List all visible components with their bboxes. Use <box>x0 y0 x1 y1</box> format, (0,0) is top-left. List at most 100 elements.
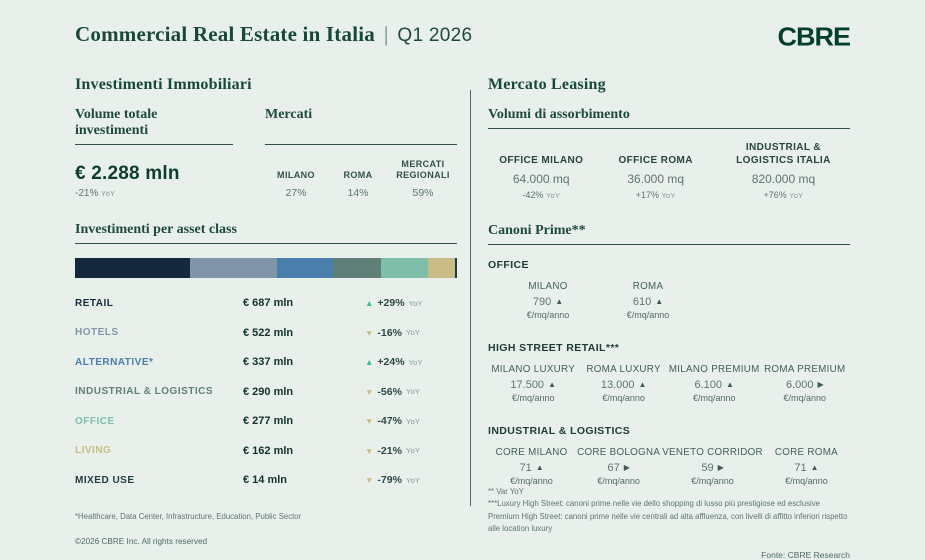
mercati-cell-regionali: MERCATI REGIONALI 59% <box>389 159 457 199</box>
prime-rent-value: 67 ▶ <box>607 462 629 474</box>
bar-segment-office <box>381 257 428 278</box>
absorption-name: INDUSTRIAL & LOGISTICS ITALIA <box>736 142 831 166</box>
prime-rent-number: 17.500 <box>510 379 545 391</box>
asset-row-change: +24% <box>377 356 405 369</box>
yoy-label: YoY <box>405 387 421 397</box>
table-row: RETAIL € 687 mln ▲ +29% YoY <box>75 289 457 319</box>
bar-segment-hotels <box>189 257 277 278</box>
yoy-label: YoY <box>408 298 423 308</box>
prime-rent-unit: €/mq/anno <box>511 393 555 403</box>
prime-rent-name: CORE ROMA <box>774 447 838 458</box>
prime-rent-number: 610 <box>632 296 652 308</box>
prime-rent-item: MILANO LUXURY 17.500 ▲ €/mq/anno <box>488 364 578 403</box>
prime-rent-item: CORE MILANO 71 ▲ €/mq/anno <box>488 447 575 486</box>
prime-rent-unit: €/mq/anno <box>626 310 670 320</box>
trend-down-icon: ▼ <box>365 386 374 397</box>
mercati-cell-roma: ROMA 14% <box>327 159 389 198</box>
table-row: MIXED USE € 14 mln ▼ -79% YoY <box>75 466 457 496</box>
absorption-value: 820.000 mq <box>751 172 816 186</box>
mercati-name: MILANO <box>277 170 315 181</box>
asset-class-subhead: Investimenti per asset class <box>75 222 457 244</box>
prime-rent-value: 6.100 ▲ <box>694 379 733 391</box>
yoy-label: YoY <box>408 357 423 367</box>
footnote-luxury: ***Luxury High Street: canoni prime nell… <box>488 499 820 509</box>
mercati-subhead: Mercati <box>265 107 457 145</box>
prime-rent-number: 6.100 <box>694 379 722 391</box>
volume-stats-row: € 2.288 mln -21% YoY MILANO 27% ROMA 14% <box>75 159 457 199</box>
investments-section-title: Investimenti Immobiliari <box>75 76 252 93</box>
prime-rent-item: CORE ROMA 71 ▲ €/mq/anno <box>763 447 850 486</box>
prime-rent-name: CORE MILANO <box>495 447 568 458</box>
copyright-text: ©2026 CBRE Inc. All rights reserved <box>75 537 208 546</box>
yoy-label: YoY <box>405 446 421 456</box>
yoy-label: YoY <box>101 188 116 198</box>
asset-row-delta: ▼ -16% YoY <box>365 327 457 339</box>
asset-row-change: -16% <box>377 326 402 339</box>
yoy-label: YoY <box>789 191 804 200</box>
prime-rent-item: ROMA LUXURY 13.000 ▲ €/mq/anno <box>578 364 668 403</box>
asset-row-change: -47% <box>377 415 402 428</box>
table-row: INDUSTRIAL & LOGISTICS € 290 mln ▼ -56% Yo… <box>75 377 457 407</box>
asset-row-label: HOTELS <box>75 327 119 339</box>
absorption-change-value: -42% <box>522 190 544 200</box>
absorption-change-value: +76% <box>763 190 787 200</box>
absorption-name: OFFICE ROMA <box>618 155 693 166</box>
prime-rent-unit: €/mq/anno <box>602 393 645 403</box>
trend-flat-icon: ▶ <box>817 380 824 389</box>
bar-segment-alternative <box>276 257 333 278</box>
asset-row-change: -21% <box>377 444 402 457</box>
asset-row-value: € 277 mln <box>243 415 294 428</box>
asset-row-label: LIVING <box>75 445 112 457</box>
trend-up-icon: ▲ <box>810 463 819 472</box>
source-text: Fonte: CBRE Research <box>761 549 850 560</box>
asset-row-delta: ▼ -56% YoY <box>365 386 457 398</box>
prime-rent-unit: €/mq/anno <box>597 476 640 486</box>
volume-subhead: Volume totale investimenti <box>75 107 233 145</box>
title-separator: | <box>383 22 389 46</box>
prime-rent-unit: €/mq/anno <box>510 476 553 486</box>
canoni-il-grid: CORE MILANO 71 ▲ €/mq/anno CORE BOLOGNA 6… <box>488 447 850 486</box>
prime-rent-name: ROMA PREMIUM <box>764 364 846 375</box>
prime-rent-value: 59 ▶ <box>701 462 723 474</box>
prime-rent-name: MILANO LUXURY <box>491 364 576 375</box>
asset-row-label: INDUSTRIAL & LOGISTICS <box>75 386 214 398</box>
table-row: LIVING € 162 mln ▼ -21% YoY <box>75 436 457 466</box>
total-volume-block: € 2.288 mln -21% YoY <box>75 163 233 199</box>
asset-row-value: € 290 mln <box>243 385 294 398</box>
asset-class-table: RETAIL € 687 mln ▲ +29% YoY HOTELS € 522 m… <box>75 289 457 496</box>
absorption-cell-office-roma: OFFICE ROMA 36.000 mq +17% YoY <box>594 141 716 200</box>
footnote-premium: Premium High Street: canoni prime nelle … <box>488 511 848 534</box>
report-header: Commercial Real Estate in Italia | Q1 20… <box>0 0 925 68</box>
leasing-footnotes: ** Var YoY ***Luxury High Street: canoni… <box>488 486 850 536</box>
prime-rent-item: CORE BOLOGNA 67 ▶ €/mq/anno <box>575 447 662 486</box>
prime-rent-item: ROMA 610 ▲ €/mq/anno <box>598 281 698 320</box>
prime-rent-unit: €/mq/anno <box>785 476 828 486</box>
trend-up-icon: ▲ <box>555 297 564 306</box>
bar-segment-living <box>427 257 455 278</box>
investments-subheads: Volume totale investimenti Mercati <box>75 107 457 145</box>
asset-class-stacked-bar <box>75 257 457 278</box>
trend-flat-icon: ▶ <box>717 463 724 472</box>
prime-rent-number: 13.000 <box>600 379 635 391</box>
trend-down-icon: ▼ <box>365 416 374 426</box>
prime-rent-number: 790 <box>532 296 552 308</box>
prime-rent-number: 59 <box>701 462 714 474</box>
canoni-hsr-grid: MILANO LUXURY 17.500 ▲ €/mq/anno ROMA LUX… <box>488 364 850 403</box>
total-investment-change-value: -21% <box>75 187 99 199</box>
trend-up-icon: ▲ <box>365 298 374 308</box>
mercati-value: 27% <box>285 186 307 199</box>
absorption-cell-industrial-italia: INDUSTRIAL & LOGISTICS ITALIA 820.000 mq… <box>717 141 850 200</box>
prime-rent-name: VENETO CORRIDOR <box>662 447 763 458</box>
canoni-group-office: OFFICE MILANO 790 ▲ €/mq/anno ROMA 610 ▲ €… <box>488 259 850 320</box>
absorption-subhead: Volumi di assorbimento <box>488 107 850 129</box>
asset-row-delta: ▼ -21% YoY <box>365 445 457 457</box>
prime-rent-number: 71 <box>794 462 807 474</box>
prime-rent-number: 71 <box>519 462 532 474</box>
yoy-label: YoY <box>545 191 561 200</box>
mercati-cell-milano: MILANO 27% <box>265 159 327 199</box>
prime-rent-value: 790 ▲ <box>533 296 563 308</box>
trend-up-icon: ▲ <box>365 357 374 367</box>
absorption-change: -42% YoY <box>522 190 560 200</box>
prime-rent-value: 71 ▲ <box>519 462 543 474</box>
